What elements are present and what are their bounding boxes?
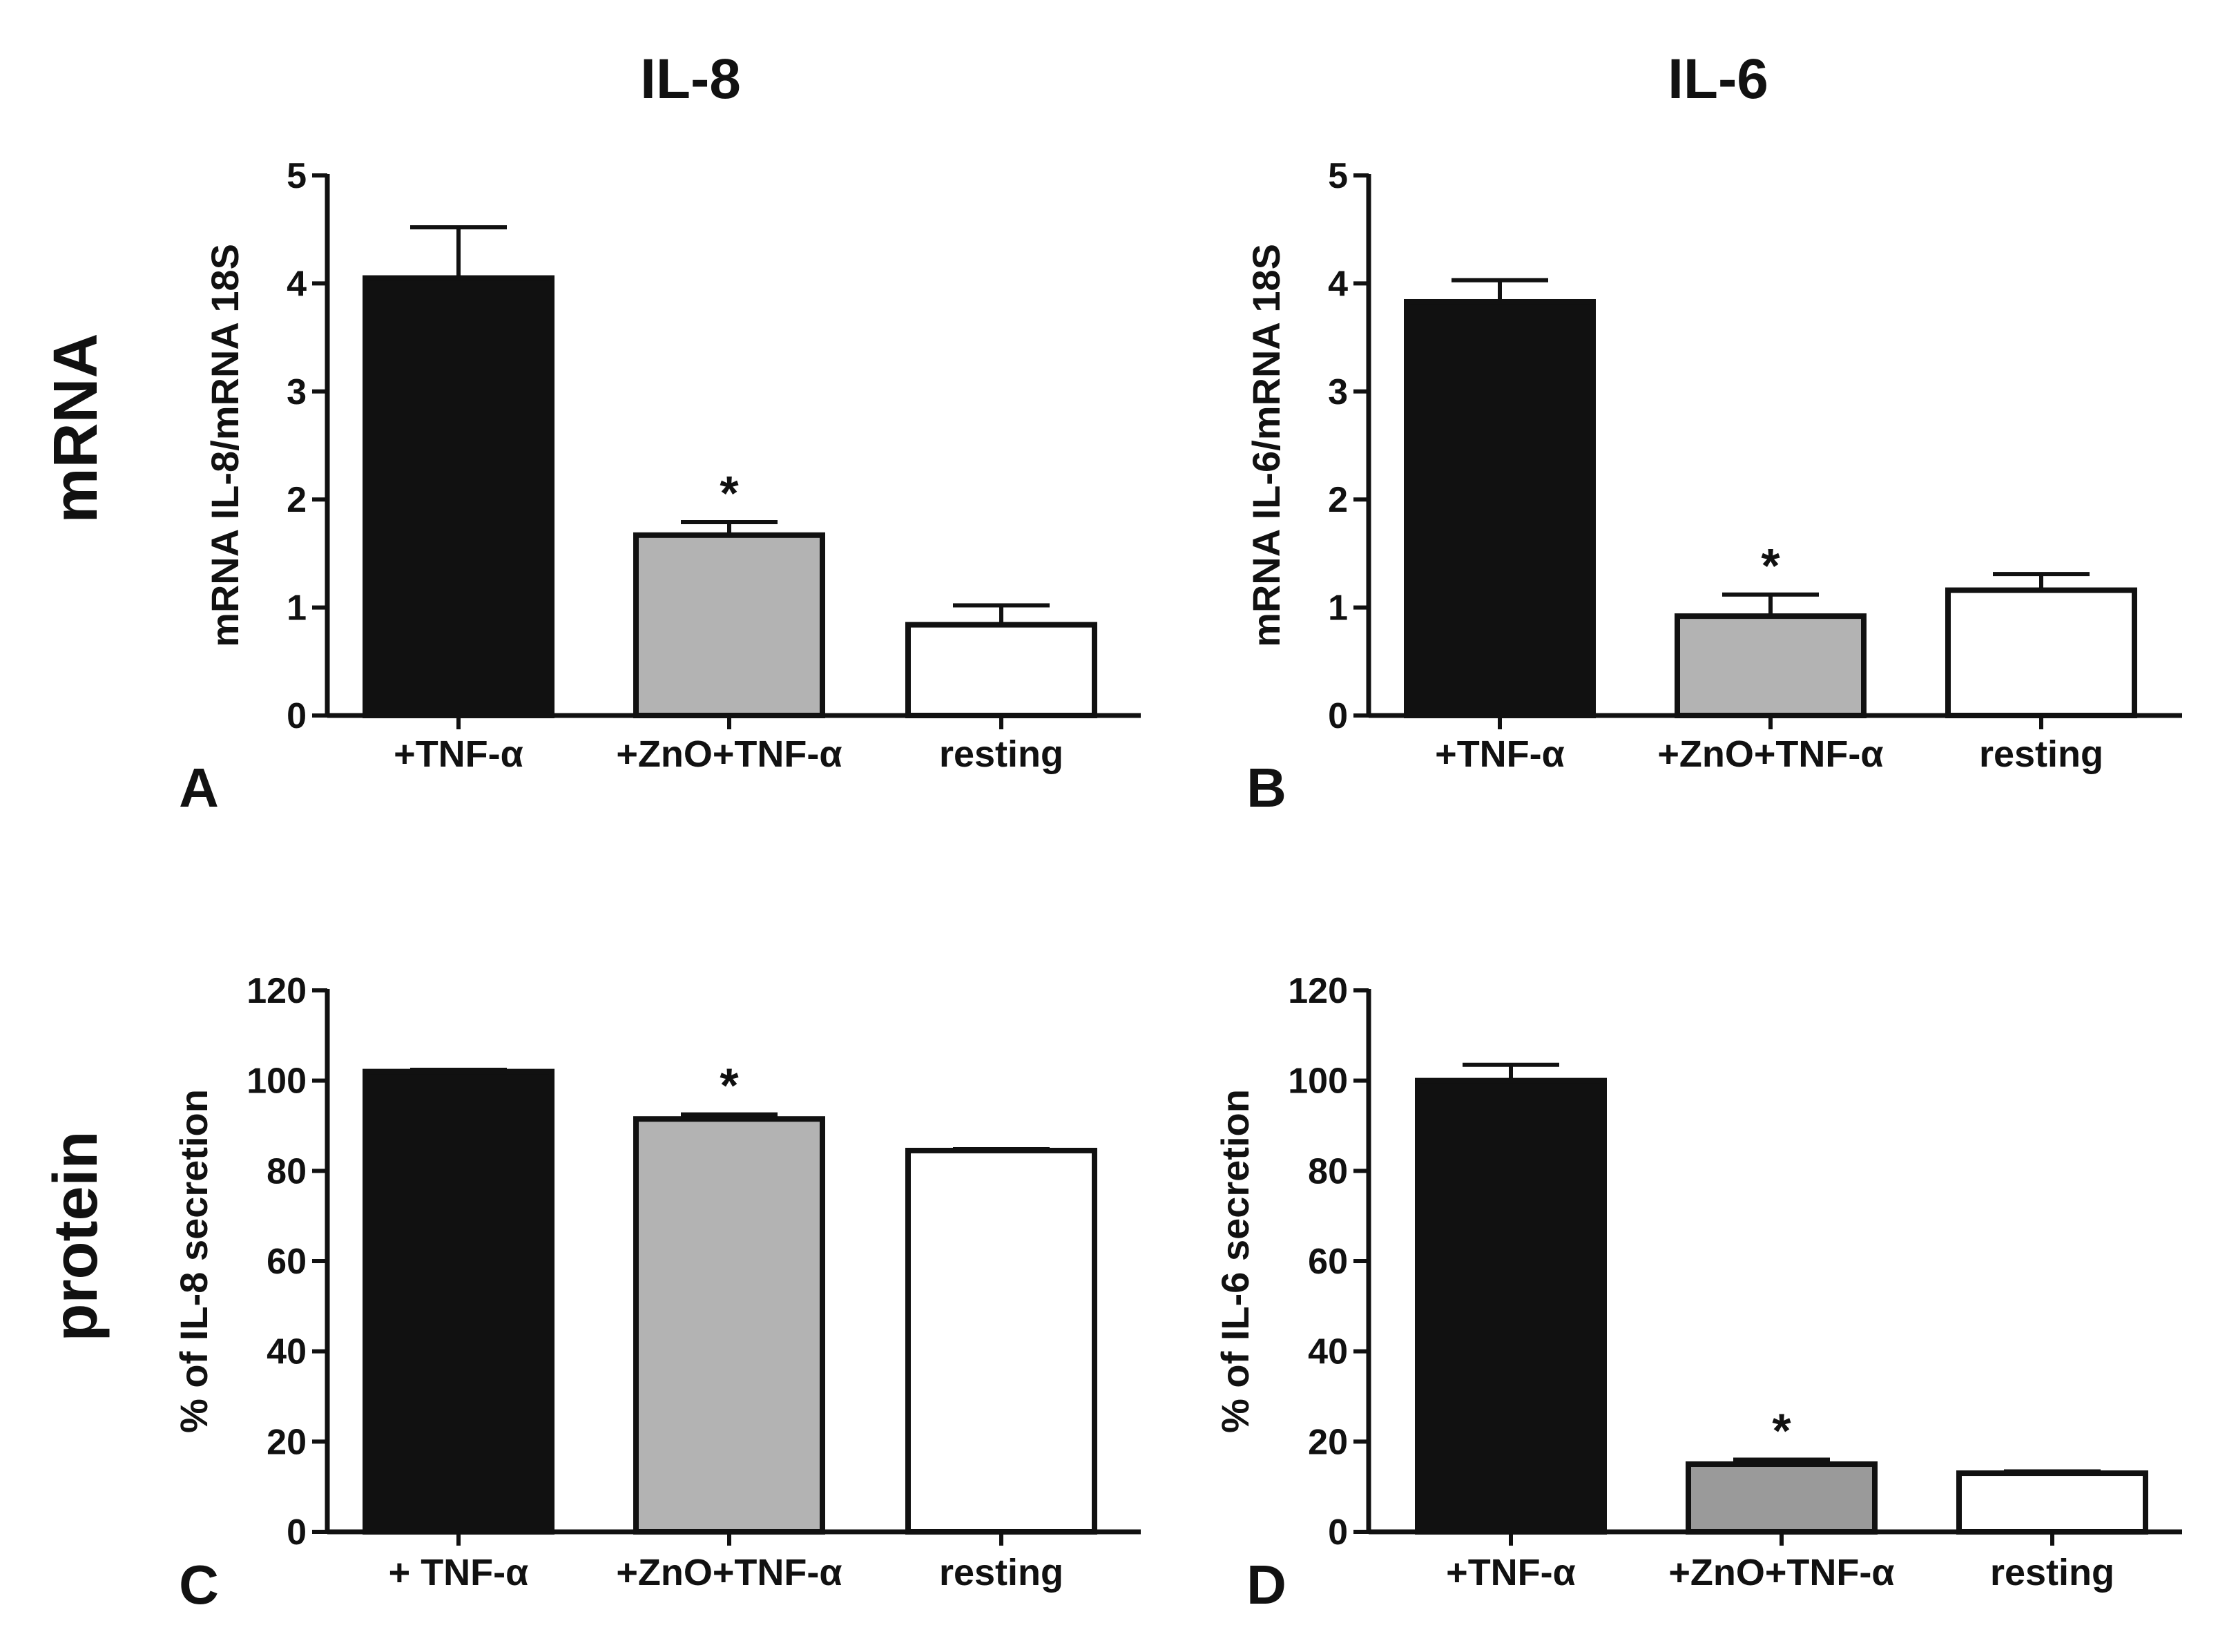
y-tick-label: 60 (267, 1242, 307, 1282)
panel-d: 0 20 40 60 80 100 120 % of IL-6 secretion +TNF-α… (1213, 971, 2182, 1615)
y-tick-label: 3 (287, 372, 307, 412)
y-tick-label: 120 (1288, 971, 1348, 1011)
category-label: +ZnO+TNF-α (1657, 733, 1883, 775)
y-tick-label: 40 (1308, 1332, 1348, 1372)
y-tick-label: 0 (1328, 696, 1348, 736)
bar (905, 622, 1097, 719)
category-label: +TNF-α (1446, 1552, 1576, 1593)
bar (905, 1147, 1097, 1535)
significance-marker: * (720, 466, 739, 520)
category-label: +ZnO+TNF-α (616, 1552, 842, 1593)
y-axis-label: % of IL-8 secretion (172, 1089, 215, 1433)
y-tick-label: 80 (1308, 1151, 1348, 1191)
panel-label: D (1246, 1554, 1286, 1615)
y-tick-label: 60 (1308, 1242, 1348, 1282)
category-label: + TNF-α (389, 1552, 529, 1593)
panel-label: C (179, 1554, 219, 1615)
y-tick-label: 1 (1328, 588, 1348, 628)
bar (1956, 1470, 2148, 1535)
bar (1686, 1461, 1878, 1535)
bar (633, 532, 825, 718)
bar (1415, 1077, 1607, 1535)
y-axis-label: mRNA IL-8/mRNA 18S (203, 244, 247, 647)
panel-b: 0 1 2 3 4 5 mRNA IL-6/mRNA 18S +TNF-α * +ZnO+TNF-… (1244, 156, 2182, 818)
bar (1945, 587, 2137, 718)
category-label: resting (939, 733, 1063, 775)
category-label: resting (1990, 1552, 2114, 1593)
significance-marker: * (1761, 539, 1780, 593)
y-tick-label: 2 (1328, 480, 1348, 520)
y-tick-label: 1 (287, 588, 307, 628)
row-title-protein: protein (41, 1131, 110, 1342)
y-tick-label: 5 (287, 156, 307, 196)
bar (1404, 298, 1596, 719)
y-axis-label: % of IL-6 secretion (1213, 1089, 1257, 1433)
y-tick-label: 0 (1328, 1512, 1348, 1553)
y-tick-label: 5 (1328, 156, 1348, 196)
category-label: +ZnO+TNF-α (1668, 1552, 1894, 1593)
panel-label: B (1246, 757, 1286, 818)
y-tick-label: 0 (287, 1512, 307, 1553)
y-tick-label: 3 (1328, 372, 1348, 412)
column-title-il6: IL-6 (1668, 48, 1768, 111)
category-label: +TNF-α (394, 733, 523, 775)
category-label: resting (1979, 733, 2103, 775)
bar (363, 1068, 554, 1535)
y-tick-label: 120 (247, 971, 307, 1011)
y-tick-label: 40 (267, 1332, 307, 1372)
category-label: +ZnO+TNF-α (616, 733, 842, 775)
y-tick-label: 2 (287, 480, 307, 520)
y-tick-label: 20 (267, 1422, 307, 1462)
y-tick-label: 100 (247, 1062, 307, 1102)
y-tick-label: 80 (267, 1151, 307, 1191)
y-tick-label: 4 (287, 264, 307, 304)
significance-marker: * (1772, 1403, 1791, 1457)
significance-marker: * (720, 1059, 739, 1113)
y-axis-label: mRNA IL-6/mRNA 18S (1244, 244, 1288, 647)
column-title-il8: IL-8 (640, 48, 741, 111)
bar (363, 275, 554, 718)
y-tick-label: 0 (287, 696, 307, 736)
bar (633, 1116, 825, 1535)
panel-a: 0 1 2 3 4 5 mRNA IL-8/mRNA 18S +TNF-α * +ZnO+TNF-… (179, 156, 1141, 818)
y-tick-label: 4 (1328, 264, 1348, 304)
y-tick-label: 20 (1308, 1422, 1348, 1462)
category-label: +TNF-α (1435, 733, 1565, 775)
category-label: resting (939, 1552, 1063, 1593)
row-title-mrna: mRNA (41, 333, 110, 523)
panel-label: A (179, 757, 219, 818)
y-tick-label: 100 (1288, 1062, 1348, 1102)
bar (1675, 613, 1867, 718)
panel-c: 0 20 40 60 80 100 120 % of IL-8 secretion + TNF-… (172, 971, 1141, 1615)
